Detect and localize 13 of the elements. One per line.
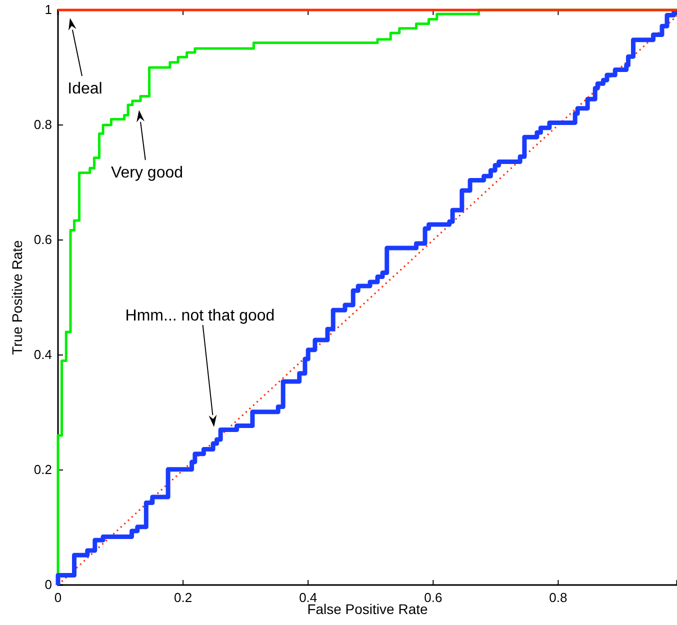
y-tick-label: 1 [44, 2, 52, 18]
annotation: Hmm... not that good [125, 308, 275, 325]
y-tick-label: 0.2 [34, 462, 52, 478]
y-tick-label: 0.6 [34, 232, 52, 248]
annotation: Ideal [68, 80, 102, 98]
x-tick-label: 0 [54, 590, 62, 606]
y-tick-label: 0.8 [34, 117, 52, 132]
x-tick-label: 0.8 [549, 590, 568, 606]
y-axis-title: True Positive Rate [9, 240, 25, 355]
y-tick-label: 0 [44, 577, 52, 592]
y-tick-label: 0.4 [34, 347, 52, 362]
x-tick-label: 0.2 [174, 590, 192, 606]
annotation: Very good [110, 164, 184, 182]
